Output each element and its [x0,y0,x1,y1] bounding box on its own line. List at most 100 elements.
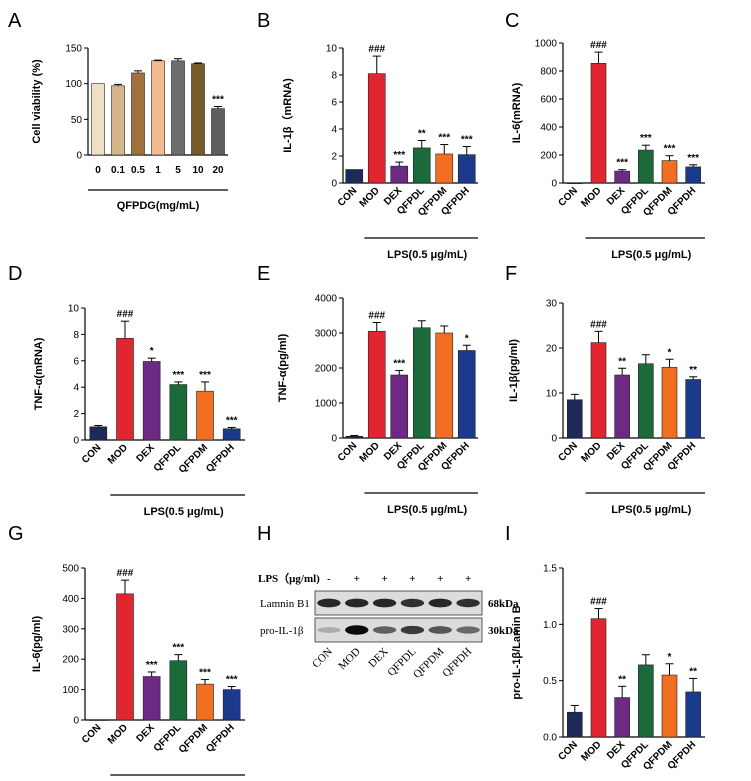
blot-band [456,626,480,634]
panel-c-category-label: CON [556,185,580,209]
panel-i-significance-label: ### [590,597,607,608]
panel-i-ytick-label: 1.5 [543,564,557,575]
panel-a-category-label: 0.1 [111,165,125,176]
panel-a-category-label: 1 [155,165,161,176]
panel-a-x-label: QFPDG(mg/mL) [117,200,200,212]
panel-a-bar [111,85,125,156]
panel-a-category-label: 20 [212,165,224,176]
panel-d-y-label: TNF-α(mRNA) [33,337,45,410]
panel-i-significance-label: ** [618,674,626,685]
blot-band [400,598,425,608]
panel-e-ytick-label: 1000 [315,399,338,410]
blot-membrane [314,590,483,616]
panel-d-bar [116,338,134,441]
panel-c-significance-label: *** [687,153,699,164]
panel-d-bar [196,390,214,441]
panel-i-category-label: CON [556,739,580,763]
panel-b-significance-label: *** [393,150,405,161]
panel-c-lps-label: LPS(0.5 μg/mL) [611,249,691,261]
panel-label-b: B [257,10,270,32]
panel-a-ytick-label: 150 [65,44,82,55]
blot-lane-label: QFPDH [440,646,474,680]
panel-a-bar [191,63,205,156]
panel-a-bar [211,108,225,156]
panel-d-ytick-label: 4 [73,383,79,394]
panel-i-y-label: pro-IL-1β/Lamin B [511,605,523,699]
panel-c-bar [590,62,607,184]
panel-g-ytick-label: 500 [62,564,79,575]
panel-d-significance-label: *** [226,415,238,426]
panel-g-significance-label: *** [146,660,158,671]
panel-e-bar [412,327,431,439]
panel-e-lps-label: LPS(0.5 μg/mL) [387,504,467,516]
panel-f-lps-label: LPS(0.5 μg/mL) [611,504,691,516]
panel-e-category-label: CON [336,440,360,464]
panel-b-significance-label: *** [461,135,473,146]
panel-label-d: D [8,263,22,285]
panel-b-y-label: IL-1β（mRNA) [281,78,294,153]
panel-f-bar [567,399,583,439]
panel-e-bar [390,374,409,439]
blot-treatment-mark: - [327,573,331,585]
panel-c-bar [661,160,678,184]
panel-g-significance-label: ### [117,568,134,579]
panel-c-bar [567,182,583,184]
blot-band [345,598,369,608]
panel-f-category-label: CON [556,440,580,464]
panel-b-ytick-label: 10 [326,44,338,55]
panel-e-ytick-label: 4000 [315,294,338,305]
panel-b-bar [412,147,431,184]
blot-treatment-mark: + [381,573,387,585]
panel-d-significance-label: * [150,346,154,357]
panel-b-category-label: CON [336,185,360,209]
panel-f-bar [590,342,607,439]
panel-c-significance-label: *** [616,158,628,169]
panel-g-ytick-label: 0 [73,716,79,727]
blot-treatment-mark: + [437,573,443,585]
panel-d-bar [169,384,188,441]
panel-g-bar [89,719,108,721]
panel-label-i: I [505,523,511,545]
panel-c-ytick-label: 800 [540,67,557,78]
blot-band [372,626,397,634]
panel-g-bar [116,593,134,721]
panel-d-lps-label: LPS(0.5 μg/mL) [144,506,224,518]
panel-b-bar [435,153,454,184]
blot-kda-label: 68kDa [488,598,519,610]
panel-a-category-label: 10 [192,165,204,176]
panel-d-category-label: DEX [134,442,157,465]
panel-e-ytick-label: 3000 [315,329,338,340]
panel-f-significance-label: ### [590,319,607,330]
blot-band [428,626,452,634]
panel-i-bar [590,618,607,738]
panel-i-bar [614,697,630,738]
blot-treatment-mark: + [465,573,471,585]
panel-g-category-label: CON [80,722,104,746]
panel-g-bar [142,676,161,721]
panel-e-y-label: TNF-α(pg/ml) [277,333,289,402]
panel-e-ytick-label: 2000 [315,364,338,375]
panel-f-bar [638,363,654,439]
panel-c-category-label: MOD [579,185,603,209]
blot-treatment-mark: + [409,573,415,585]
panel-b-ytick-label: 4 [331,125,337,136]
panel-g-category-label: QFPDM [177,722,210,755]
panel-g-category-label: QFPDH [204,722,237,755]
panel-d-significance-label: *** [199,370,211,381]
panel-c-ytick-label: 1000 [535,39,558,50]
panel-b-category-label: MOD [358,185,382,209]
panel-i-significance-label: * [668,652,672,663]
panel-c-ytick-label: 0 [551,179,557,190]
panel-c-significance-label: ### [590,40,607,51]
panel-g-bar [196,683,214,721]
panel-c-ytick-label: 600 [540,95,557,106]
panel-e-ytick-label: 0 [331,434,337,445]
panel-e-bar [367,330,386,439]
panel-b-significance-label: *** [438,133,450,144]
panel-f-y-label: IL-1β(pg/ml) [508,339,520,402]
panel-c-significance-label: *** [640,133,652,144]
panel-g-category-label: DEX [134,722,157,745]
panel-b-bar [345,169,364,184]
panel-d-category-label: CON [80,442,104,466]
panel-a-significance-label: *** [212,94,224,105]
